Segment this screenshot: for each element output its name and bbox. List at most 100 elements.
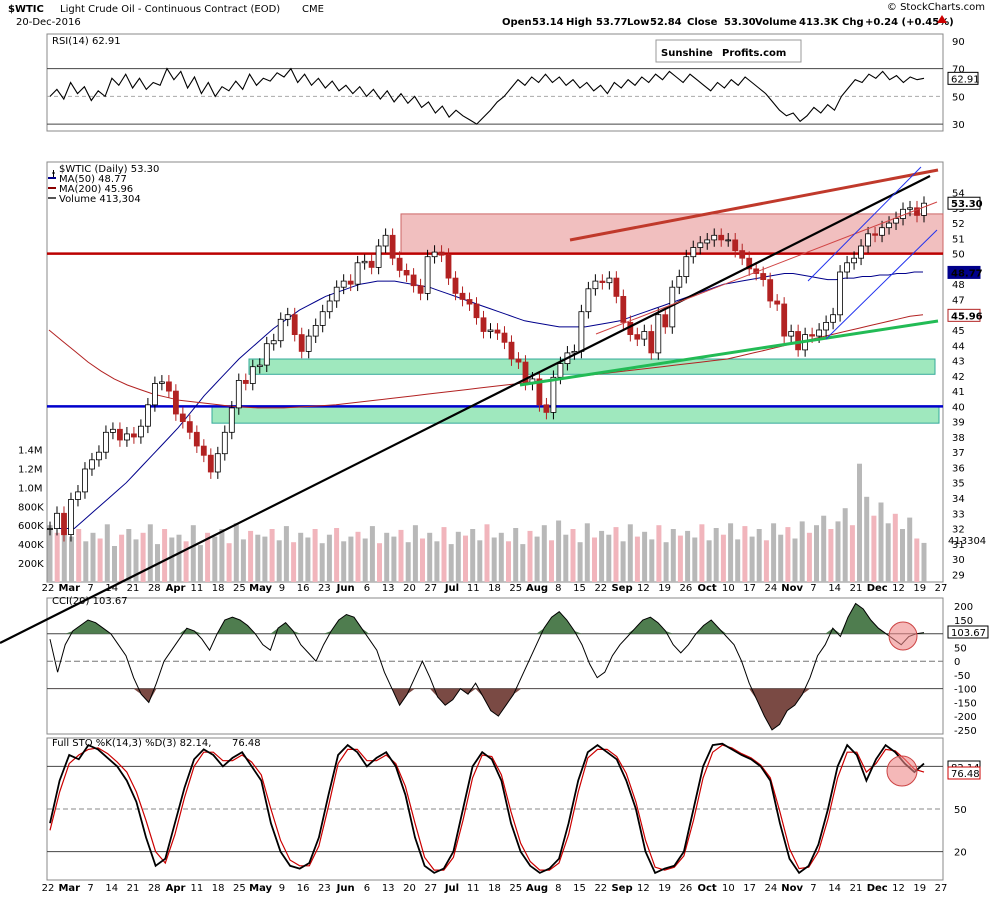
candle-body — [68, 499, 74, 535]
volume-bar — [334, 528, 340, 582]
price-tag — [947, 196, 981, 210]
volume-bar — [677, 535, 683, 582]
volume-bar — [649, 539, 655, 582]
volume-bar — [262, 536, 268, 582]
price-legend-item: MA(50) 48.77 — [59, 174, 127, 185]
x-label-bottom: 22 — [42, 883, 55, 894]
candle-body — [774, 300, 781, 305]
volume-bar — [520, 544, 526, 582]
x-label-bottom: 27 — [424, 883, 437, 894]
x-label-bottom: 15 — [573, 883, 586, 894]
candle-body — [641, 331, 648, 340]
candle-body — [683, 256, 690, 278]
volume-tick: 400K — [18, 540, 44, 551]
candle-body — [816, 329, 822, 337]
volume-bar — [878, 502, 884, 582]
x-label-bottom: 22 — [594, 883, 607, 894]
ohlc-label-chg: Chg — [842, 17, 864, 28]
candle-body — [368, 260, 375, 268]
candle-body — [47, 528, 53, 530]
candle-body — [82, 468, 88, 493]
candle-body — [585, 288, 592, 313]
candle-body — [389, 234, 396, 259]
volume-bar — [498, 532, 504, 582]
x-label-bottom: 13 — [382, 883, 395, 894]
volume-bar — [463, 535, 468, 582]
cci-tick: -100 — [954, 685, 977, 696]
volume-bar — [312, 529, 318, 582]
x-label: 11 — [467, 583, 480, 594]
candle-body — [382, 234, 389, 247]
candle-body — [103, 431, 109, 453]
ohlc-label-low: Low — [627, 17, 649, 28]
candle-body — [110, 428, 116, 433]
volume-bar — [119, 534, 125, 582]
x-label: 12 — [892, 583, 905, 594]
volume-bar — [742, 526, 748, 582]
panel-frame-rsi — [46, 33, 944, 132]
x-label-bottom: 16 — [297, 883, 310, 894]
candle-body — [781, 303, 788, 337]
x-label-bottom: 9 — [279, 883, 285, 894]
volume-bar — [892, 513, 898, 582]
candle-body — [515, 358, 522, 363]
volume-bar — [362, 538, 368, 582]
x-label-bottom: 11 — [190, 883, 203, 894]
candle-body — [89, 459, 95, 470]
price-tick: 40 — [952, 402, 965, 413]
x-label: 17 — [743, 583, 756, 594]
cci-tick: 0 — [954, 657, 960, 668]
price-tick: 39 — [952, 418, 965, 429]
candle-body — [480, 317, 487, 332]
volume-bar — [885, 523, 891, 582]
volume-bar — [90, 532, 96, 582]
x-label: 27 — [935, 583, 948, 594]
x-label-bottom: Jul — [444, 883, 459, 894]
x-label-bottom: 27 — [935, 883, 948, 894]
price-tick: 48 — [952, 280, 965, 291]
trendline-green — [519, 319, 939, 387]
candle-body — [249, 366, 256, 384]
price-tick: 36 — [952, 463, 965, 474]
price-tick: 54 — [952, 189, 965, 200]
candle-body — [746, 257, 753, 270]
volume-bar — [76, 529, 82, 582]
volume-bar — [541, 525, 547, 582]
candle-body — [291, 314, 298, 336]
x-label-bottom: 21 — [127, 883, 140, 894]
volume-bar — [799, 521, 805, 582]
volume-bar — [728, 523, 734, 582]
sto-d-tag — [947, 766, 981, 780]
candle-body — [823, 321, 829, 331]
volume-bar — [276, 540, 282, 582]
x-label: Mar — [58, 583, 80, 594]
x-label-bottom: 6 — [364, 883, 370, 894]
volume-bar — [921, 542, 927, 582]
candle-body — [914, 207, 920, 216]
x-label-bottom: May — [249, 883, 272, 894]
x-label: 23 — [318, 583, 331, 594]
volume-bar — [749, 536, 755, 582]
x-label-bottom: Sep — [611, 883, 632, 894]
candle-body — [75, 491, 81, 500]
cci-highlight-circle — [888, 621, 918, 651]
price-tick: 50 — [952, 250, 965, 261]
volume-bar — [670, 529, 676, 582]
volume-bar — [570, 529, 576, 582]
candle-body — [613, 277, 620, 297]
volume-bar — [326, 534, 332, 582]
price-tick: 47 — [952, 295, 965, 306]
volume-bar — [828, 529, 834, 582]
volume-bar — [606, 534, 612, 582]
volume-bar — [291, 542, 297, 582]
candle-body — [690, 247, 697, 258]
candle-body — [144, 404, 151, 427]
candle-body — [375, 245, 382, 268]
candle-body — [137, 425, 144, 438]
volume-bar — [771, 523, 777, 582]
x-label-bottom: 12 — [892, 883, 905, 894]
candle-body — [130, 433, 137, 438]
x-label: May — [249, 583, 272, 594]
x-label: 11 — [190, 583, 203, 594]
